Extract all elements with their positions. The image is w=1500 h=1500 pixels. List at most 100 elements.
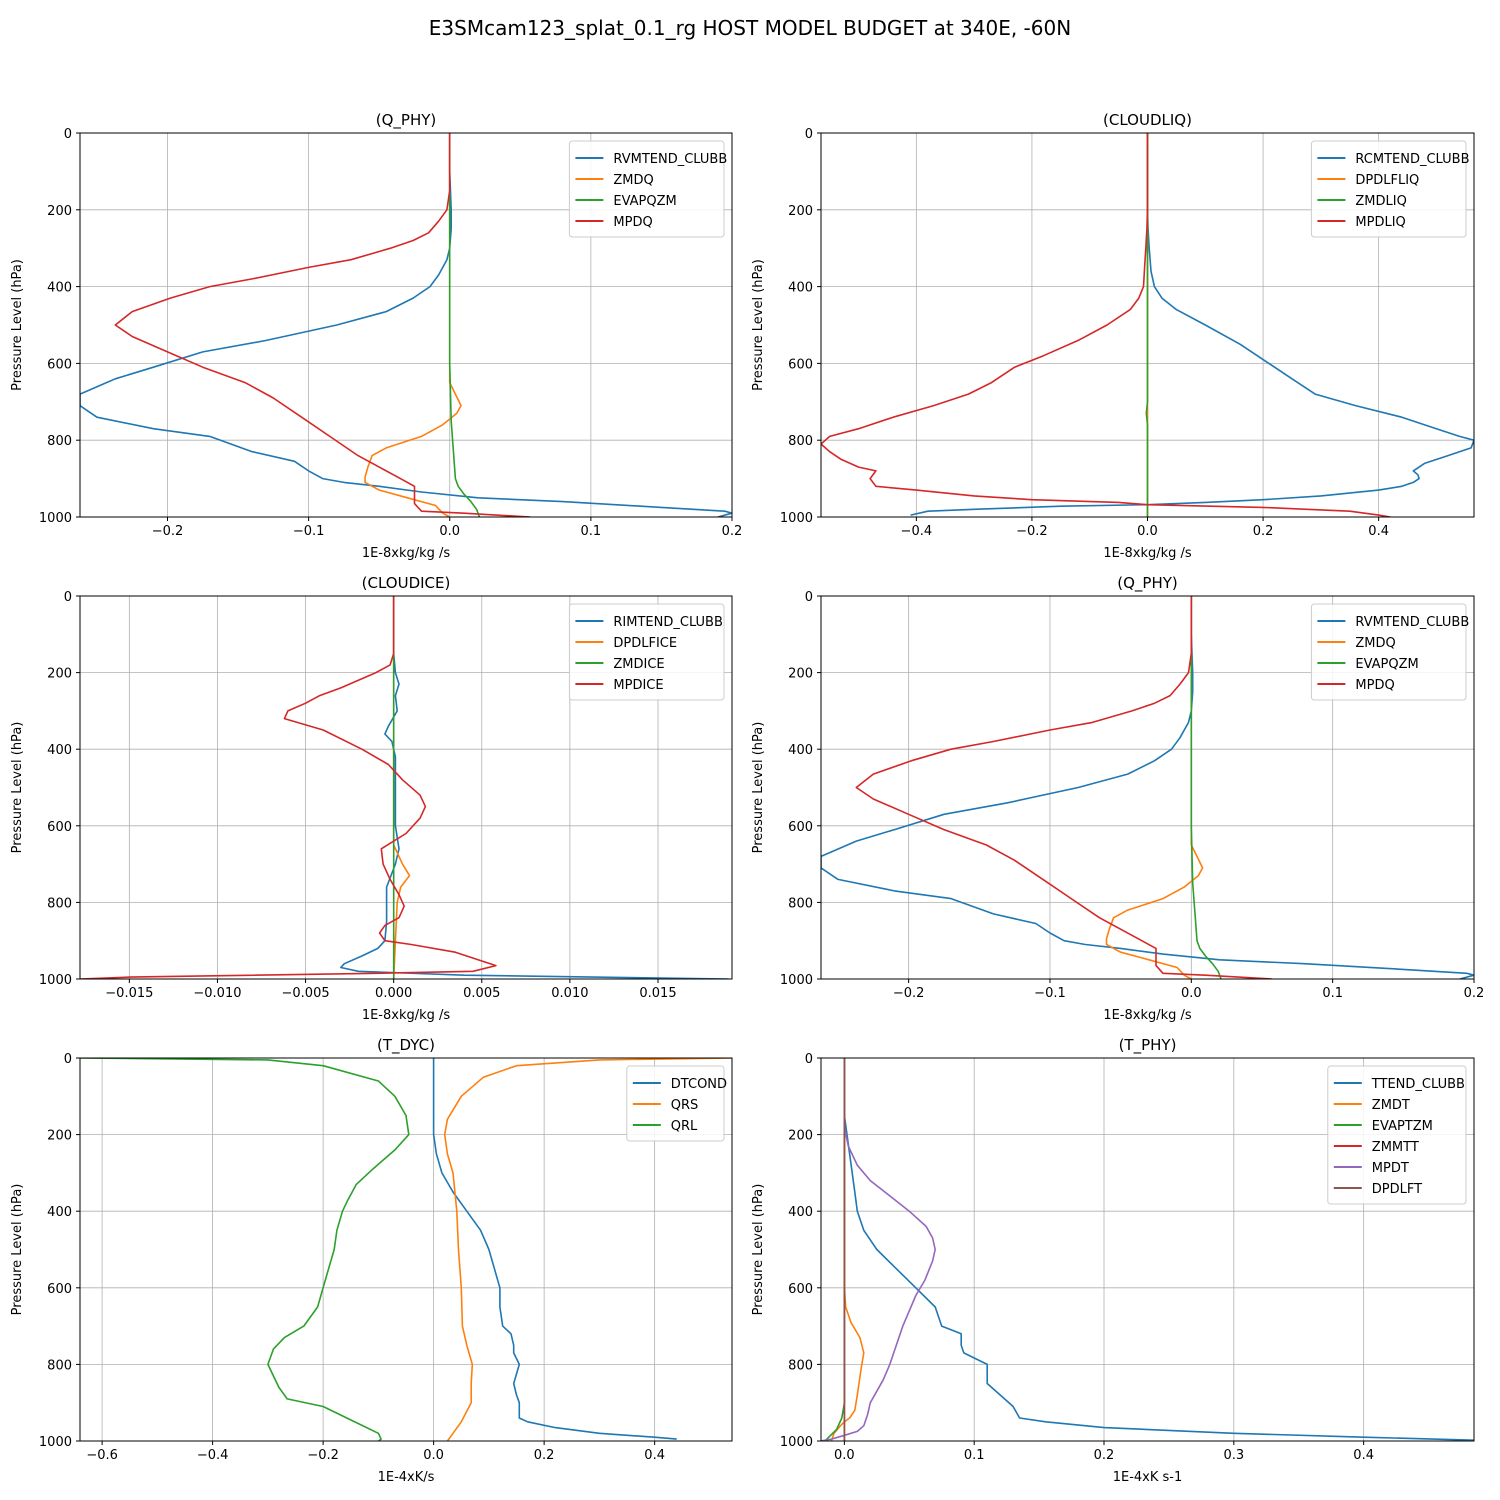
- x-tick-label: 0.1: [964, 1448, 985, 1463]
- legend-label: ZMDQ: [1355, 636, 1395, 651]
- x-tick-label: 0.3: [1223, 1448, 1244, 1463]
- plot-frame: [820, 595, 1475, 980]
- x-tick-label: −0.2: [307, 1448, 339, 1463]
- plot-frame: [79, 132, 733, 518]
- x-tick-label: 0.005: [463, 986, 500, 1001]
- series-line-mpdt: [821, 1058, 936, 1441]
- series-line-qrl: [80, 1058, 410, 1441]
- legend-label: ZMMTT: [1372, 1140, 1419, 1155]
- y-tick-label: 0: [64, 127, 72, 142]
- y-tick-label: 600: [47, 820, 72, 835]
- y-tick-label: 200: [788, 204, 813, 219]
- legend-label: ZMDLIQ: [1355, 194, 1406, 209]
- y-tick-label: 600: [47, 1282, 72, 1297]
- legend-label: MPDQ: [613, 215, 652, 230]
- subplot-title: (Q_PHY): [1117, 574, 1178, 593]
- x-tick-label: 0.4: [1368, 524, 1389, 539]
- y-tick-label: 1000: [39, 511, 72, 526]
- series-group: [821, 133, 1474, 517]
- subplot-3: −0.015 −0.010 −0.005 0.000 0.005 0.010 0.015 0 2…: [10, 574, 733, 1023]
- y-tick-label: 600: [788, 357, 813, 372]
- x-tick-label: −0.005: [282, 986, 330, 1001]
- legend-label: QRS: [671, 1098, 699, 1113]
- series-line-rimtend-clubb: [340, 596, 729, 979]
- y-tick-label: 1000: [780, 1435, 813, 1450]
- x-tick-label: 0.0: [1181, 986, 1202, 1001]
- legend-label: DTCOND: [671, 1077, 727, 1092]
- series-line-mpdq: [114, 133, 531, 517]
- y-tick-label: 1000: [780, 511, 813, 526]
- series-line-rcmtend-clubb: [910, 133, 1474, 516]
- y-tick-label: 600: [788, 820, 813, 835]
- x-tick-label: 0.0: [834, 1448, 855, 1463]
- x-axis-label: 1E-8xkg/kg /s: [1103, 546, 1192, 561]
- x-tick-label: −0.2: [893, 986, 925, 1001]
- y-axis-label: Pressure Level (hPa): [10, 1184, 25, 1316]
- series-line-evaptzm: [824, 1058, 846, 1441]
- y-axis-label: Pressure Level (hPa): [751, 1184, 766, 1316]
- legend-label: MPDLIQ: [1355, 215, 1405, 230]
- series-line-zmdq: [364, 133, 462, 517]
- y-tick-label: 400: [47, 743, 72, 758]
- y-tick-label: 800: [47, 1358, 72, 1373]
- x-axis-label: 1E-4xK s-1: [1113, 1470, 1183, 1485]
- x-axis-label: 1E-4xK/s: [378, 1470, 435, 1485]
- series-line-mpdliq: [821, 133, 1391, 517]
- x-tick-label: 0.0: [1137, 524, 1158, 539]
- legend-label: MPDT: [1372, 1161, 1409, 1176]
- series-group: [821, 596, 1474, 979]
- legend-box: [1327, 1065, 1467, 1205]
- y-tick-label: 800: [788, 1358, 813, 1373]
- y-tick-label: 600: [788, 1282, 813, 1297]
- x-tick-label: 0.015: [639, 986, 676, 1001]
- legend-label: TTEND_CLUBB: [1371, 1077, 1465, 1092]
- series-line-evapqzm: [1190, 596, 1222, 979]
- y-tick-label: 800: [788, 896, 813, 911]
- series-line-ttend-clubb: [843, 1058, 1474, 1441]
- subplot-title: (T_DYC): [377, 1036, 435, 1055]
- y-tick-label: 200: [788, 667, 813, 682]
- y-tick-label: 0: [805, 127, 813, 142]
- legend-label: EVAPQZM: [1355, 657, 1418, 672]
- plot-frame: [79, 1057, 733, 1442]
- y-tick-label: 0: [64, 1052, 72, 1067]
- plot-frame: [820, 1057, 1475, 1442]
- x-tick-label: −0.015: [105, 986, 153, 1001]
- series-line-rvmtend-clubb: [80, 133, 732, 517]
- legend-label: MPDICE: [613, 678, 663, 693]
- legend: DTCOND QRS QRL: [626, 1065, 727, 1142]
- legend-label: DPDLFLIQ: [1355, 173, 1419, 188]
- y-tick-label: 400: [788, 1205, 813, 1220]
- subplot-1: −0.2 −0.1 0.0 0.1 0.2 0 200 400 600 800 1000 (Q_PHY…: [10, 111, 742, 561]
- x-tick-label: −0.2: [1016, 524, 1048, 539]
- legend: RCMTEND_CLUBB DPDLFLIQ ZMDLIQ MPDLIQ: [1310, 140, 1469, 238]
- y-axis-label: Pressure Level (hPa): [751, 722, 766, 854]
- x-tick-label: 0.0: [423, 1448, 444, 1463]
- legend-label: RIMTEND_CLUBB: [613, 615, 723, 630]
- legend-box: [1310, 140, 1467, 238]
- y-tick-label: 1000: [39, 1435, 72, 1450]
- series-group: [80, 133, 732, 517]
- series-line-mpdice: [80, 596, 497, 979]
- x-tick-label: −0.4: [197, 1448, 229, 1463]
- y-tick-label: 0: [64, 590, 72, 605]
- legend-label: ZMDQ: [613, 173, 653, 188]
- y-tick-label: 800: [47, 434, 72, 449]
- y-axis-label: Pressure Level (hPa): [10, 259, 25, 391]
- plot-frame: [79, 595, 733, 980]
- y-tick-label: 1000: [780, 973, 813, 988]
- y-tick-label: 400: [47, 281, 72, 296]
- y-tick-label: 1000: [39, 973, 72, 988]
- legend-label: DPDLFICE: [613, 636, 677, 651]
- y-tick-label: 200: [47, 667, 72, 682]
- x-tick-label: 0.000: [375, 986, 412, 1001]
- x-tick-label: 0.2: [534, 1448, 555, 1463]
- series-line-rvmtend-clubb: [821, 596, 1474, 979]
- x-tick-label: −0.1: [293, 524, 325, 539]
- legend-label: RCMTEND_CLUBB: [1355, 152, 1469, 167]
- series-line-mpdq: [855, 596, 1272, 979]
- x-tick-label: 0.2: [1464, 986, 1485, 1001]
- y-tick-label: 0: [805, 590, 813, 605]
- legend-label: ZMDICE: [613, 657, 664, 672]
- x-tick-label: −0.1: [1034, 986, 1066, 1001]
